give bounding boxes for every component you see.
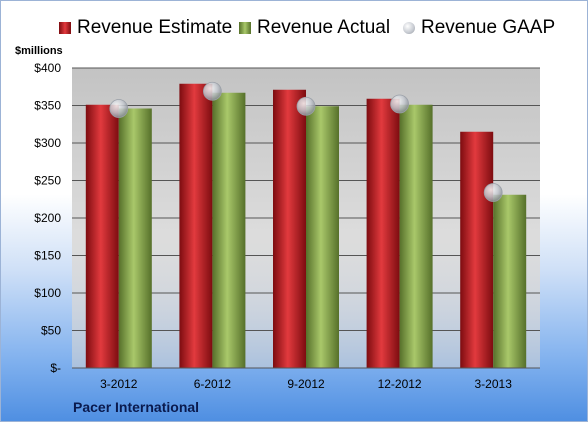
y-axis-unit-label: $millions [15, 45, 63, 57]
legend-label-gaap: Revenue GAAP [421, 17, 556, 38]
bar-actual [493, 194, 527, 368]
bars [85, 83, 527, 368]
y-tick-label: $400 [34, 61, 61, 75]
company-caption: Pacer International [73, 399, 200, 415]
y-tick-label: $100 [34, 286, 61, 300]
legend: Revenue Estimate Revenue Actual Revenue … [1, 15, 587, 41]
y-tick-label: $50 [41, 324, 61, 338]
y-tick-label: $- [50, 361, 61, 375]
gaap-marker [296, 96, 316, 116]
legend-swatch-actual [239, 22, 251, 34]
legend-label-estimate: Revenue Estimate [77, 17, 233, 38]
bar-actual [399, 104, 433, 368]
y-tick-label: $150 [34, 249, 61, 263]
gaap-marker [390, 94, 410, 114]
bar-estimate [460, 131, 494, 368]
gaap-marker [202, 81, 222, 101]
bar-actual [118, 108, 152, 368]
legend-item-estimate: Revenue Estimate [59, 15, 232, 41]
y-tick-labels: $- $50 $100 $150 $200 $250 $300 $350 $400 [34, 61, 61, 375]
y-tick-label: $350 [34, 99, 61, 113]
y-tick-label: $300 [34, 136, 61, 150]
bar-estimate [85, 104, 119, 368]
y-tick-label: $250 [34, 174, 61, 188]
bar-estimate [366, 98, 400, 368]
legend-label-actual: Revenue Actual [257, 17, 391, 38]
gaap-marker [483, 183, 503, 202]
y-tick-label: $200 [34, 211, 61, 225]
x-tick-labels: 3-2012 6-2012 9-2012 12-2012 3-2013 [100, 377, 512, 391]
bar-actual [306, 106, 339, 368]
legend-item-gaap: Revenue GAAP [403, 15, 555, 41]
x-tick-label: 3-2013 [475, 377, 513, 391]
x-tick-label: 12-2012 [378, 377, 422, 391]
bar-actual [212, 92, 246, 368]
bar-estimate [273, 89, 306, 368]
x-tick-label: 9-2012 [287, 377, 325, 391]
gaap-marker [109, 99, 129, 118]
legend-swatch-estimate [59, 22, 71, 34]
x-tick-label: 3-2012 [100, 377, 138, 391]
gaap-markers [109, 81, 503, 202]
legend-item-actual: Revenue Actual [239, 15, 390, 41]
bar-estimate [179, 83, 213, 368]
legend-swatch-gaap [403, 22, 415, 34]
x-tick-label: 6-2012 [194, 377, 232, 391]
